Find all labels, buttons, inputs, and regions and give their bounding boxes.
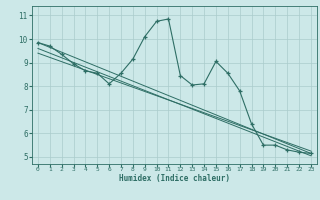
X-axis label: Humidex (Indice chaleur): Humidex (Indice chaleur) [119, 174, 230, 183]
